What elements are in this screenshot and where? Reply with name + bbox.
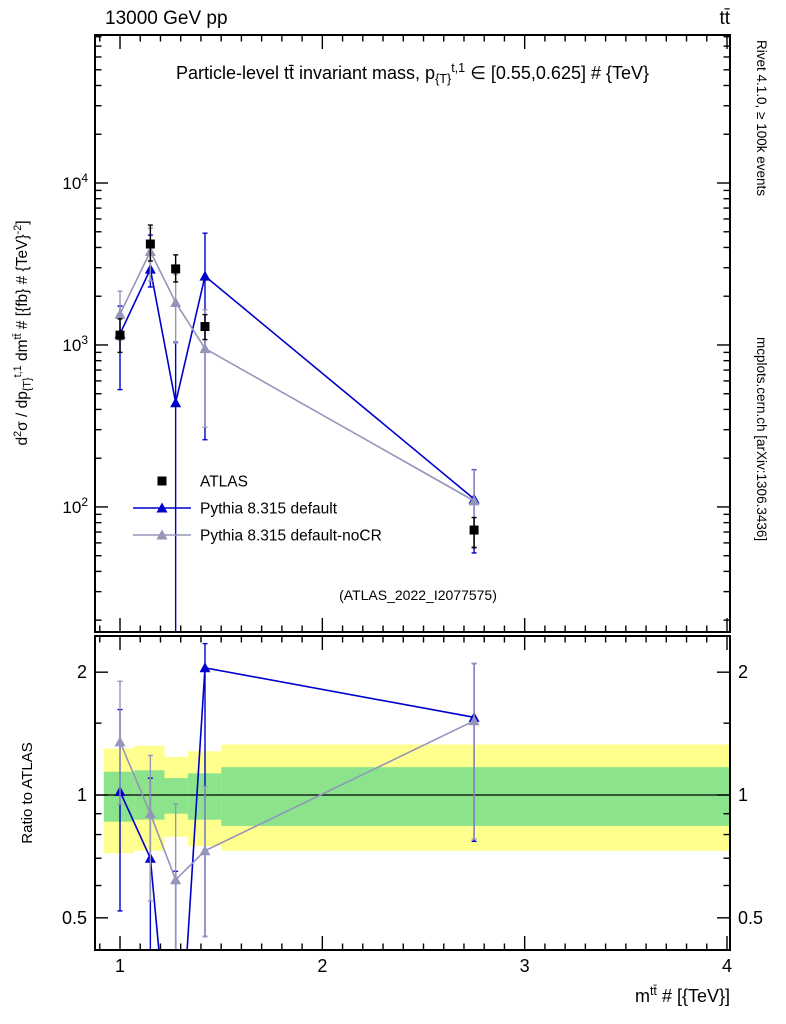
data-point-marker (170, 874, 182, 885)
y-tick-label: 102 (62, 495, 88, 517)
green-band-segment (221, 767, 730, 826)
legend-label: Pythia 8.315 default (200, 501, 338, 518)
ratio-panel-series (114, 642, 480, 950)
x-tick-label: 1 (115, 956, 125, 976)
data-point-marker (199, 270, 211, 281)
legend-item-atlas: ATLAS (157, 474, 248, 491)
ratio-tick-label: 1 (738, 785, 748, 805)
data-point-marker (156, 529, 168, 540)
rivet-version-note: Rivet 4.1.0, ≥ 100k events (754, 40, 769, 196)
ratio-uncertainty-bands (103, 744, 730, 854)
ratio-panel-frame (94, 635, 731, 951)
data-point-marker (144, 808, 156, 819)
data-point-marker (199, 662, 211, 673)
legend-label: ATLAS (200, 474, 248, 491)
x-tick-label: 4 (722, 956, 732, 976)
series-pythia-8-315-default (114, 232, 480, 632)
data-point-marker (468, 495, 480, 506)
x-axis-title: mtt̄ # [{TeV}] (635, 984, 730, 1006)
ratio-tick-label: 0.5 (62, 908, 87, 928)
series-pythia-8-315-default-nocr (114, 227, 480, 548)
x-tick-label: 2 (317, 956, 327, 976)
legend-item-pythia-8-315-default-nocr: Pythia 8.315 default-noCR (133, 528, 382, 545)
data-point-marker (171, 264, 181, 274)
x-tick-label: 3 (520, 956, 530, 976)
legend-item-pythia-8-315-default: Pythia 8.315 default (133, 501, 338, 518)
axis-ticks (95, 35, 730, 950)
data-point-marker (114, 736, 126, 747)
y-axis-title: d2σ / dp{T}t,1 dmtt̄ # [{fb} # {TeV}-2] (12, 220, 34, 445)
ratio-tick-label: 0.5 (738, 908, 763, 928)
ratio-tick-label: 1 (77, 785, 87, 805)
ratio-tick-label: 2 (738, 662, 748, 682)
legend-label: Pythia 8.315 default-noCR (200, 528, 382, 545)
data-point-marker (114, 308, 126, 319)
process-label: tt̄ (719, 8, 730, 29)
ratio-series-pythia-8-315-default-nocr (114, 662, 480, 950)
chart-graphics: Particle-level tt̄ invariant mass, p{T}t… (12, 34, 763, 1006)
legend: ATLAS Pythia 8.315 default Pythia 8.315 de… (133, 474, 382, 545)
data-point-marker (115, 330, 125, 340)
analysis-watermark: (ATLAS_2022_I2077575) (339, 587, 497, 603)
data-point-marker (157, 476, 167, 486)
plot-title: Particle-level tt̄ invariant mass, p{T}t… (176, 61, 649, 86)
beam-energy-label: 13000 GeV pp (105, 8, 228, 29)
green-band-segment (164, 778, 188, 814)
main-panel-frame (94, 34, 731, 633)
axis-tick-labels: 1 2 3 4 102 103 104 0.5 0.5 1 1 2 2 (62, 171, 763, 976)
ratio-axis-title: Ratio to ATLAS (19, 742, 36, 843)
data-point-marker (199, 845, 211, 856)
data-point-marker (170, 296, 182, 307)
data-point-marker (156, 502, 168, 513)
series-atlas (115, 224, 479, 549)
data-point-marker (199, 343, 211, 354)
y-tick-label: 103 (62, 333, 88, 355)
data-point-marker (468, 715, 480, 726)
data-point-marker (145, 239, 155, 249)
data-point-marker (469, 525, 479, 535)
data-point-marker (170, 397, 182, 408)
y-tick-label: 104 (62, 171, 88, 193)
mcplots-reference-note: mcplots.cern.ch [arXiv:1306.3436] (754, 337, 769, 541)
main-panel-series (114, 224, 480, 632)
ratio-tick-label: 2 (77, 662, 87, 682)
data-point-marker (200, 322, 210, 332)
